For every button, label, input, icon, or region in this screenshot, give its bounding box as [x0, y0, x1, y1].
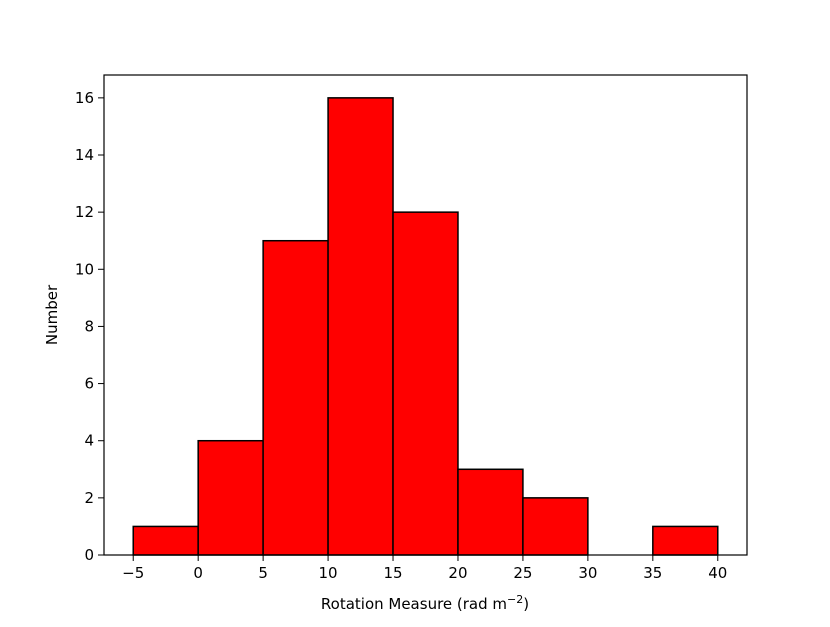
x-tick-label: 35: [643, 564, 662, 582]
x-tick-label: 20: [448, 564, 467, 582]
x-axis-label-suffix: ): [523, 595, 529, 613]
y-axis-label: Number: [43, 284, 61, 345]
y-tick-label: 8: [84, 317, 94, 335]
histogram-bar: [457, 468, 524, 556]
x-tick-label: 10: [319, 564, 338, 582]
y-tick-label: 12: [75, 203, 94, 221]
plot-frame: [103, 74, 748, 556]
x-axis-label: Rotation Measure (rad m−2): [321, 593, 529, 613]
x-tick-label: 15: [383, 564, 402, 582]
x-tick-label: 40: [708, 564, 727, 582]
x-tick-label: 0: [193, 564, 203, 582]
y-tick-label: 4: [84, 432, 94, 450]
x-axis-label-main: Rotation Measure (rad m: [321, 595, 507, 613]
y-tick-label: 0: [84, 546, 94, 564]
y-tick-label: 2: [84, 489, 94, 507]
histogram-bar: [132, 525, 199, 556]
x-tick-label: 25: [513, 564, 532, 582]
x-tick-label: 30: [578, 564, 597, 582]
y-tick-label: 6: [84, 375, 94, 393]
bars-layer: [132, 97, 719, 556]
histogram-bar: [652, 525, 719, 556]
ticks-layer: −5 0 5 10 15 20 25 30 35 40 0 2 4 6 8 10 12 14 16: [75, 89, 727, 582]
histogram-bar: [262, 239, 329, 556]
histogram-bar: [392, 211, 459, 556]
y-tick-label: 16: [75, 89, 94, 107]
x-axis-label-superscript: −2: [507, 593, 523, 606]
x-tick-label: −5: [122, 564, 144, 582]
x-tick-label: 5: [258, 564, 268, 582]
histogram-bar: [522, 497, 589, 556]
y-tick-label: 14: [75, 146, 94, 164]
histogram-bar: [197, 439, 264, 556]
y-tick-label: 10: [75, 260, 94, 278]
histogram-bar: [327, 97, 394, 556]
